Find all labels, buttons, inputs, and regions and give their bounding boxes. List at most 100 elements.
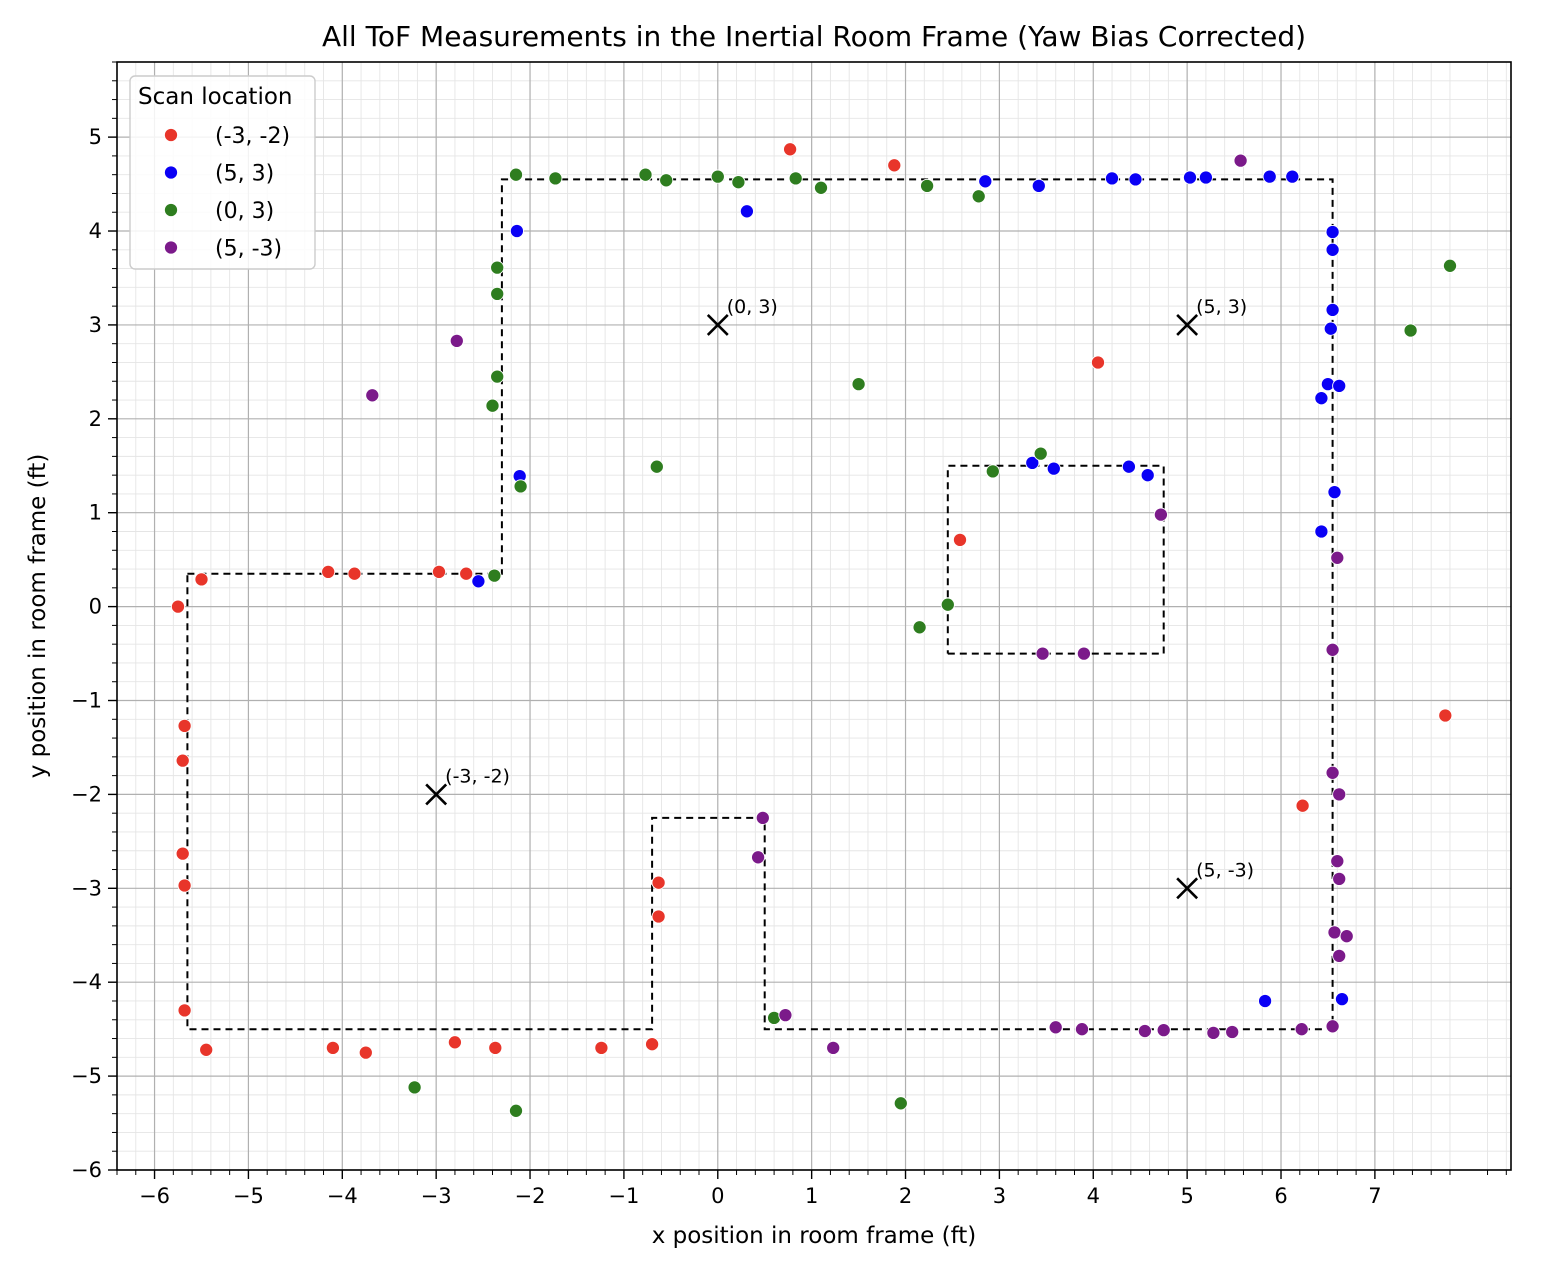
data-point: [826, 1040, 841, 1055]
data-point: [1438, 708, 1453, 723]
data-point: [645, 1037, 660, 1052]
plot-frame: [116, 61, 1512, 1171]
data-point: [1330, 550, 1345, 565]
data-point: [1153, 507, 1168, 522]
data-point: [1156, 1023, 1171, 1038]
data-point: [659, 173, 674, 188]
y-tick-label: 5: [89, 125, 102, 149]
data-point: [971, 189, 986, 204]
scan-location-label: (0, 3): [727, 296, 778, 318]
data-point: [490, 369, 505, 384]
x-axis-label: x position in room frame (ft): [652, 1223, 977, 1249]
x-tick-label: 3: [993, 1184, 1006, 1208]
data-point: [710, 169, 725, 184]
x-tick-label: −1: [608, 1184, 639, 1208]
data-point: [1033, 446, 1048, 461]
scan-location-label: (5, -3): [1196, 859, 1254, 881]
scan-location-marker: (5, 3): [1176, 296, 1247, 336]
y-tick-label: 3: [89, 313, 102, 337]
data-point: [651, 909, 666, 924]
data-point: [485, 398, 500, 413]
data-point: [199, 1042, 214, 1057]
x-tick-label: 5: [1180, 1184, 1193, 1208]
data-point: [851, 377, 866, 392]
x-tick-label: 6: [1274, 1184, 1287, 1208]
series-1: [170, 142, 1453, 1060]
data-point: [177, 718, 192, 733]
legend-label: (5, 3): [215, 162, 274, 187]
scan-x-mark: [425, 783, 448, 806]
data-point: [778, 1008, 793, 1023]
data-point: [1334, 992, 1350, 1007]
data-point: [1285, 169, 1300, 184]
legend-entry-4: (5, -3): [163, 237, 282, 262]
data-point: [1442, 258, 1458, 273]
legend: Scan location (-3, -2) (5, 3) (0, 3) (5, -3…: [129, 75, 316, 270]
data-point: [513, 479, 528, 494]
data-point: [893, 1096, 908, 1111]
legend-entries: (-3, -2) (5, 3) (0, 3) (5, -3): [163, 124, 290, 262]
x-tick-label: −2: [515, 1184, 546, 1208]
x-tick-label: −4: [327, 1184, 358, 1208]
data-point: [194, 572, 209, 587]
data-point: [912, 620, 927, 635]
data-point: [978, 174, 993, 189]
data-point: [1198, 170, 1213, 185]
data-point: [1325, 765, 1340, 780]
data-point: [1046, 461, 1061, 476]
data-point: [651, 875, 666, 890]
data-point: [783, 142, 798, 157]
data-point: [1182, 170, 1198, 185]
major-grid: [117, 62, 1511, 1171]
data-point: [1025, 455, 1040, 470]
y-tick-label: −4: [71, 970, 102, 994]
data-point: [1332, 378, 1347, 393]
data-point: [459, 566, 474, 581]
data-point: [321, 564, 336, 579]
data-point: [487, 568, 502, 583]
x-tick-label: 0: [711, 1184, 724, 1208]
x-tick-label: −3: [421, 1184, 452, 1208]
data-point: [365, 388, 380, 403]
data-point: [952, 532, 968, 547]
legend-marker: [163, 202, 179, 218]
data-point: [1035, 646, 1050, 661]
x-tick-label: 2: [899, 1184, 912, 1208]
data-point: [175, 753, 190, 768]
data-point: [1048, 1020, 1063, 1035]
data-point: [1233, 153, 1248, 168]
legend-marker: [163, 165, 179, 180]
data-point: [1332, 787, 1347, 802]
data-point: [1258, 993, 1273, 1009]
x-tick-label: −5: [233, 1184, 264, 1208]
data-point: [347, 566, 362, 581]
data-point: [1121, 459, 1136, 474]
data-point: [1403, 323, 1418, 338]
data-point: [1206, 1025, 1221, 1040]
data-point: [1137, 1023, 1152, 1039]
data-point: [325, 1040, 340, 1055]
legend-box: [129, 75, 316, 270]
data-point: [731, 175, 746, 190]
data-point: [1314, 391, 1329, 406]
y-tick-label: 1: [89, 501, 102, 525]
y-tick-label: −1: [71, 689, 102, 713]
data-point: [1325, 302, 1340, 317]
data-point: [1262, 169, 1277, 184]
data-point: [488, 1040, 503, 1055]
data-point: [358, 1045, 373, 1060]
data-point: [649, 459, 664, 474]
data-point: [1330, 854, 1345, 869]
scan-locations: (-3, -2) (0, 3) (5, 3) (5, -3): [425, 296, 1254, 900]
data-point: [940, 597, 955, 612]
data-point: [1074, 1022, 1090, 1037]
scan-x-mark: [1176, 313, 1199, 336]
data-point: [490, 286, 505, 301]
data-point: [471, 574, 486, 589]
series-3: [407, 167, 1458, 1118]
data-point: [755, 810, 770, 825]
data-point: [1325, 642, 1340, 657]
data-point: [1325, 1019, 1340, 1034]
x-tick-label: 7: [1368, 1184, 1381, 1208]
